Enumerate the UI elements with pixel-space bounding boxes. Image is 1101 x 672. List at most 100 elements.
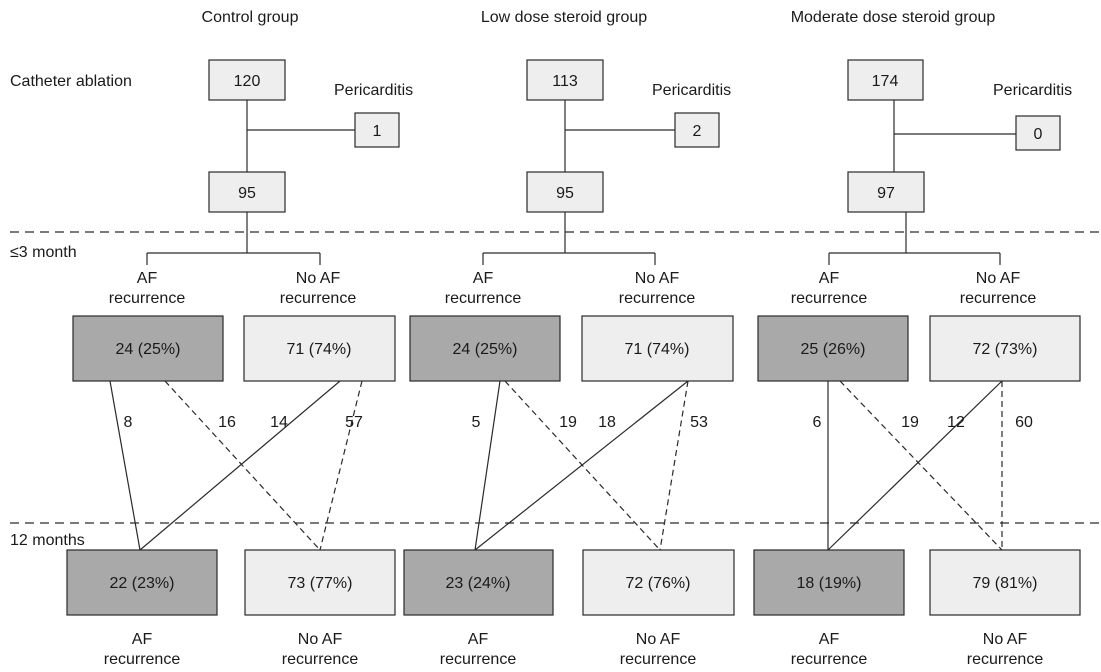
- outcome-label-af-early: AF: [137, 270, 158, 287]
- pericarditis-count: 0: [1034, 126, 1043, 143]
- group-moderate-dose-steroid: Moderate dose steroid group 174 Pericard…: [753, 9, 1081, 668]
- outcome-label-noaf-early: recurrence: [960, 290, 1037, 307]
- row-label-12-months: 12 months: [10, 532, 85, 549]
- outcome-label-noaf-late: No AF: [636, 631, 681, 648]
- outcome-label-af-early: recurrence: [445, 290, 522, 307]
- outcome-label-af-early: recurrence: [791, 290, 868, 307]
- count-af-to-noaf: 19: [901, 414, 919, 431]
- transition-af-to-af: [474, 380, 501, 551]
- early-noaf-count: 71 (74%): [287, 341, 352, 358]
- count-af-to-noaf: 16: [218, 414, 236, 431]
- outcome-label-noaf-early: recurrence: [619, 290, 696, 307]
- outcome-label-af-early: AF: [819, 270, 840, 287]
- early-af-box: [72, 315, 224, 382]
- early-af-box: [409, 315, 561, 382]
- pericarditis-label: Pericarditis: [993, 82, 1072, 99]
- followed-box: [847, 171, 925, 213]
- late-noaf-box: [244, 549, 396, 616]
- outcome-label-af-late: AF: [819, 631, 840, 648]
- late-noaf-count: 79 (81%): [973, 575, 1038, 592]
- group-low-dose-steroid: Low dose steroid group 113 Pericarditis …: [403, 9, 735, 668]
- count-af-to-noaf: 19: [559, 414, 577, 431]
- late-noaf-count: 72 (76%): [626, 575, 691, 592]
- ablation-count: 120: [234, 73, 261, 90]
- early-noaf-box: [581, 315, 734, 382]
- outcome-label-af-early: AF: [473, 270, 494, 287]
- early-af-count: 24 (25%): [116, 341, 181, 358]
- followed-count: 95: [556, 185, 574, 202]
- late-af-count: 18 (19%): [797, 575, 862, 592]
- outcome-label-noaf-early: No AF: [635, 270, 680, 287]
- outcome-label-noaf-early: No AF: [296, 270, 341, 287]
- ablation-box: [847, 59, 924, 101]
- followed-box: [526, 171, 604, 213]
- early-noaf-box: [243, 315, 396, 382]
- outcome-label-af-late: recurrence: [104, 651, 181, 668]
- count-af-to-af: 8: [124, 414, 133, 431]
- pericarditis-box: [354, 112, 400, 148]
- transition-af-to-af: [109, 380, 141, 551]
- transition-af-to-noaf: [164, 380, 321, 551]
- pericarditis-label: Pericarditis: [334, 82, 413, 99]
- late-af-box: [753, 549, 905, 616]
- pericarditis-count: 1: [373, 123, 382, 140]
- followed-box: [208, 171, 286, 213]
- outcome-label-noaf-late: No AF: [298, 631, 343, 648]
- pericarditis-box: [674, 112, 720, 148]
- count-noaf-to-af: 14: [270, 414, 288, 431]
- ablation-count: 174: [872, 73, 899, 90]
- outcome-label-af-late: AF: [132, 631, 153, 648]
- early-af-count: 25 (26%): [801, 341, 866, 358]
- group-control: Control group 120 Pericarditis 1 95 AF r…: [66, 9, 413, 668]
- early-noaf-count: 72 (73%): [973, 341, 1038, 358]
- outcome-label-af-early: recurrence: [109, 290, 186, 307]
- transition-af-to-noaf: [839, 380, 1003, 551]
- count-noaf-to-af: 18: [598, 414, 616, 431]
- outcome-label-af-late: recurrence: [440, 651, 517, 668]
- group-title: Moderate dose steroid group: [791, 9, 996, 26]
- early-noaf-count: 71 (74%): [625, 341, 690, 358]
- late-af-box: [66, 549, 218, 616]
- late-noaf-box: [929, 549, 1081, 616]
- row-label-3-month: ≤3 month: [10, 244, 77, 261]
- late-af-count: 22 (23%): [110, 575, 175, 592]
- group-title: Low dose steroid group: [481, 9, 647, 26]
- outcome-label-noaf-late: recurrence: [282, 651, 359, 668]
- row-label-catheter-ablation: Catheter ablation: [10, 73, 132, 90]
- count-af-to-af: 5: [472, 414, 481, 431]
- count-noaf-to-noaf: 60: [1015, 414, 1033, 431]
- ablation-count: 113: [552, 73, 578, 90]
- outcome-label-noaf-late: recurrence: [620, 651, 697, 668]
- count-af-to-af: 6: [813, 414, 822, 431]
- transition-noaf-to-noaf: [659, 380, 689, 551]
- transition-noaf-to-af: [474, 380, 689, 551]
- transition-noaf-to-af: [139, 380, 341, 551]
- pericarditis-count: 2: [693, 123, 702, 140]
- late-noaf-count: 73 (77%): [288, 575, 353, 592]
- outcome-label-af-late: AF: [468, 631, 489, 648]
- transition-noaf-to-noaf: [319, 380, 363, 551]
- followed-count: 95: [238, 185, 256, 202]
- early-af-count: 24 (25%): [453, 341, 518, 358]
- count-noaf-to-noaf: 57: [345, 414, 363, 431]
- late-af-box: [403, 549, 554, 616]
- count-noaf-to-noaf: 53: [690, 414, 708, 431]
- late-af-count: 23 (24%): [446, 575, 511, 592]
- outcome-label-noaf-late: recurrence: [967, 651, 1044, 668]
- outcome-label-noaf-late: No AF: [983, 631, 1028, 648]
- early-af-box: [757, 315, 909, 382]
- ablation-box: [526, 59, 604, 101]
- outcome-label-noaf-early: No AF: [976, 270, 1021, 287]
- late-noaf-box: [582, 549, 735, 616]
- pericarditis-box: [1015, 115, 1061, 151]
- early-noaf-box: [929, 315, 1081, 382]
- group-title: Control group: [202, 9, 299, 26]
- transition-noaf-to-af: [827, 380, 1003, 551]
- count-noaf-to-af: 12: [947, 414, 965, 431]
- followed-count: 97: [877, 185, 895, 202]
- transition-af-to-noaf: [504, 380, 661, 551]
- outcome-label-noaf-early: recurrence: [280, 290, 357, 307]
- pericarditis-label: Pericarditis: [652, 82, 731, 99]
- outcome-label-af-late: recurrence: [791, 651, 868, 668]
